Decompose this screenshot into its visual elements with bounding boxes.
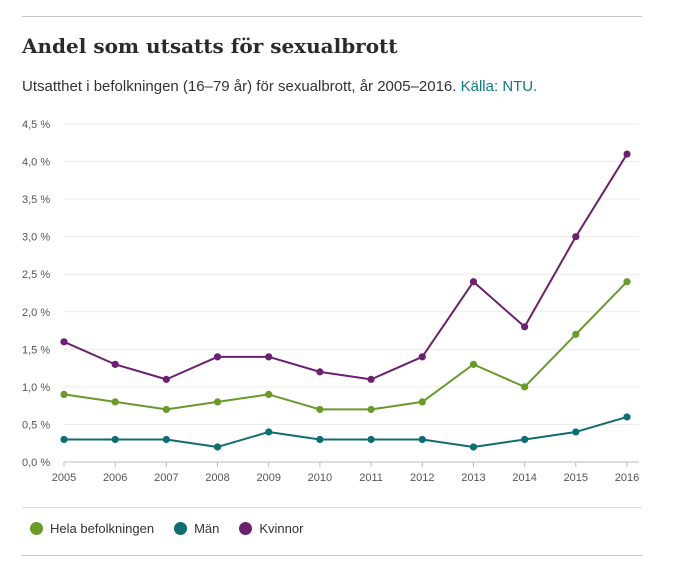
legend-item-0[interactable]: Hela befolkningen	[30, 521, 154, 536]
series-line-0	[63, 281, 628, 411]
data-point[interactable]	[213, 398, 222, 406]
data-point[interactable]	[111, 398, 119, 406]
data-point[interactable]	[265, 428, 273, 436]
data-point[interactable]	[418, 398, 426, 406]
data-point[interactable]	[418, 353, 426, 361]
y-tick-label: 3,5 %	[22, 194, 50, 206]
legend-label: Kvinnor	[259, 521, 304, 536]
legend-swatch	[30, 522, 43, 535]
chart-subtitle: Utsatthet i befolkningen (16–79 år) för …	[22, 78, 537, 95]
x-tick-label: 2008	[205, 472, 229, 484]
y-tick-label: 4,0 %	[22, 157, 50, 169]
y-tick-label: 0,5 %	[22, 419, 50, 431]
data-point[interactable]	[521, 383, 529, 391]
data-point[interactable]	[623, 278, 631, 286]
bottom-divider	[22, 555, 642, 556]
chart-title: Andel som utsatts för sexualbrott	[22, 34, 398, 58]
data-point[interactable]	[521, 435, 529, 444]
x-tick-label: 2014	[512, 472, 536, 484]
legend-label: Män	[194, 521, 220, 536]
data-point[interactable]	[521, 323, 529, 331]
data-point[interactable]	[60, 390, 68, 398]
y-tick-label: 0,0 %	[22, 457, 50, 469]
data-point[interactable]	[111, 360, 119, 368]
data-point[interactable]	[469, 443, 478, 451]
data-point[interactable]	[367, 375, 375, 383]
data-point[interactable]	[60, 338, 68, 346]
y-tick-label: 1,0 %	[22, 382, 50, 394]
data-point[interactable]	[213, 443, 222, 451]
data-point[interactable]	[572, 233, 580, 241]
series-line-2	[63, 153, 628, 381]
legend: Hela befolkningen Män Kvinnor	[30, 521, 303, 536]
data-point[interactable]	[162, 435, 170, 444]
data-point[interactable]	[418, 435, 426, 444]
series-line-1	[64, 415, 628, 448]
data-point[interactable]	[572, 330, 580, 338]
data-point[interactable]	[265, 353, 273, 361]
x-tick-label: 2007	[154, 472, 178, 484]
source-link[interactable]: Källa: NTU.	[460, 78, 538, 95]
data-point[interactable]	[316, 405, 324, 414]
data-point[interactable]	[623, 150, 631, 158]
x-tick-label: 2013	[461, 472, 485, 484]
x-tick-label: 2016	[615, 472, 639, 484]
x-tick-label: 2011	[359, 472, 383, 484]
data-point[interactable]	[162, 375, 170, 383]
y-tick-label: 2,0 %	[22, 307, 50, 319]
data-point[interactable]	[265, 390, 273, 398]
data-point[interactable]	[316, 435, 324, 444]
x-tick-label: 2006	[103, 472, 127, 484]
x-tick-label: 2015	[564, 472, 588, 484]
subtitle-text: Utsatthet i befolkningen (16–79 år) för …	[22, 78, 461, 95]
x-tick-label: 2009	[256, 472, 280, 484]
data-point[interactable]	[367, 435, 375, 444]
top-divider	[22, 16, 642, 17]
data-point[interactable]	[469, 360, 478, 368]
line-chart: 0,0 % 0,5 % 1,0 % 1,5 % 2,0 % 2,5 % 3,0 % 3,5 %…	[22, 119, 639, 484]
data-point[interactable]	[623, 413, 631, 421]
data-point[interactable]	[60, 435, 68, 444]
y-tick-label: 4,5 %	[22, 119, 50, 131]
legend-item-1[interactable]: Män	[174, 521, 219, 536]
legend-divider	[22, 507, 642, 508]
x-tick-label: 2005	[52, 472, 76, 484]
legend-swatch	[239, 522, 253, 535]
data-point[interactable]	[572, 428, 580, 436]
legend-label: Hela befolkningen	[50, 521, 155, 536]
y-tick-label: 3,0 %	[22, 232, 50, 244]
data-point[interactable]	[162, 405, 170, 414]
data-point[interactable]	[111, 435, 119, 444]
x-tick-label: 2010	[308, 472, 332, 484]
legend-swatch	[174, 522, 188, 535]
data-point[interactable]	[316, 368, 324, 376]
y-tick-label: 2,5 %	[22, 269, 50, 281]
y-tick-label: 1,5 %	[22, 344, 50, 356]
data-point[interactable]	[213, 353, 222, 361]
x-tick-label: 2012	[410, 472, 434, 484]
legend-item-2[interactable]: Kvinnor	[239, 521, 303, 536]
data-point[interactable]	[367, 405, 375, 414]
data-point[interactable]	[469, 278, 478, 286]
